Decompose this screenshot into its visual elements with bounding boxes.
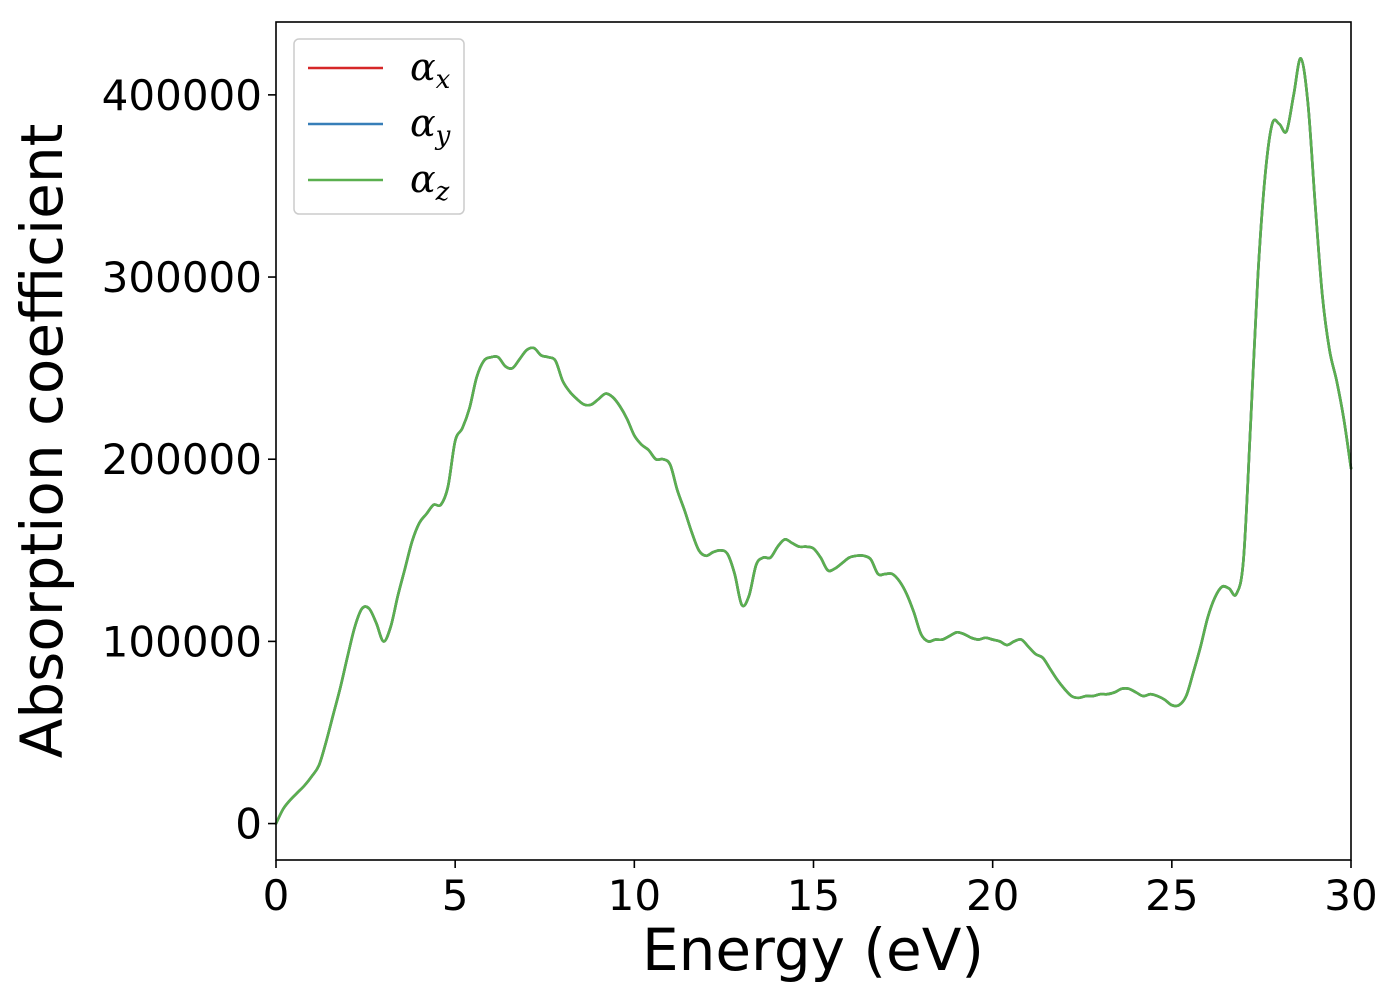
x-axis-title: Energy (eV) [642, 916, 984, 984]
y-tick-label: 400000 [102, 71, 262, 120]
y-axis-title: Absorption coefficient [8, 124, 76, 759]
legend-label: αy [410, 101, 451, 151]
x-tick-label: 5 [442, 871, 469, 920]
y-tick-label: 200000 [102, 435, 262, 484]
x-tick-label: 0 [263, 871, 290, 920]
legend-label: αz [410, 157, 450, 207]
y-axis-ticks: 0 100000 200000 300000 400000 [102, 71, 276, 849]
x-tick-label: 15 [787, 871, 840, 920]
y-tick-label: 0 [235, 800, 262, 849]
legend-entries: αx αy αz [308, 45, 451, 207]
legend: αx αy αz [293, 38, 465, 215]
plot-lines [274, 57, 1353, 825]
x-tick-label: 30 [1324, 871, 1377, 920]
x-tick-label: 25 [1145, 871, 1198, 920]
y-tick-label: 100000 [102, 617, 262, 666]
x-tick-label: 10 [608, 871, 661, 920]
x-tick-label: 20 [966, 871, 1019, 920]
y-tick-label: 300000 [102, 253, 262, 302]
legend-box [293, 38, 465, 215]
x-axis-ticks: 0 5 10 15 20 25 30 [263, 860, 1378, 920]
legend-label: αx [410, 45, 451, 95]
series-line-alpha-z [274, 57, 1353, 825]
